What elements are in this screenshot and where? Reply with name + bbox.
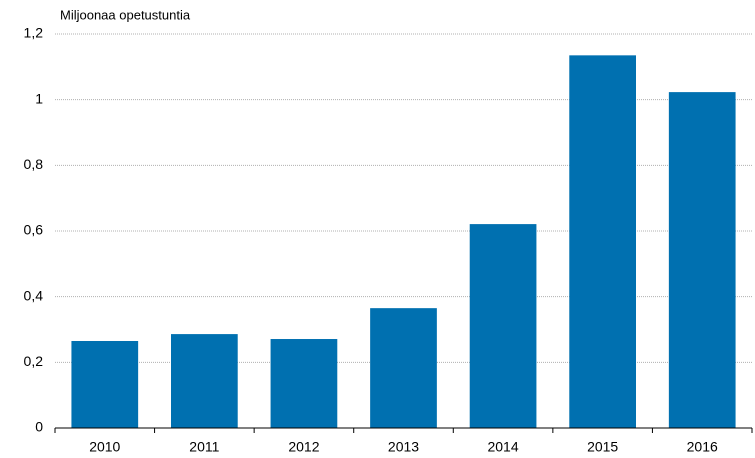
y-tick-label: 1: [35, 90, 43, 106]
y-tick-label: 1,2: [24, 25, 44, 41]
x-tick-label: 2010: [89, 439, 120, 455]
y-tick-label: 0,4: [24, 287, 44, 303]
y-tick-label: 0,6: [24, 222, 44, 238]
x-tick-label: 2015: [587, 439, 618, 455]
bar: [270, 339, 338, 428]
bar: [171, 334, 238, 428]
y-tick-label: 0,2: [24, 353, 44, 369]
y-tick-label: 0,8: [24, 156, 44, 172]
y-axis-label: Miljoonaa opetustuntia: [60, 7, 191, 22]
x-tick-label: 2014: [487, 439, 518, 455]
x-tick-label: 2011: [189, 439, 219, 455]
bar: [71, 340, 139, 428]
bar: [370, 308, 437, 428]
x-tick-label: 2016: [687, 439, 718, 455]
bar: [469, 224, 537, 428]
x-tick-label: 2013: [388, 439, 419, 455]
bar: [668, 92, 736, 429]
x-tick-label: 2012: [288, 439, 319, 455]
bar: [569, 55, 636, 428]
y-tick-label: 0: [35, 419, 43, 435]
